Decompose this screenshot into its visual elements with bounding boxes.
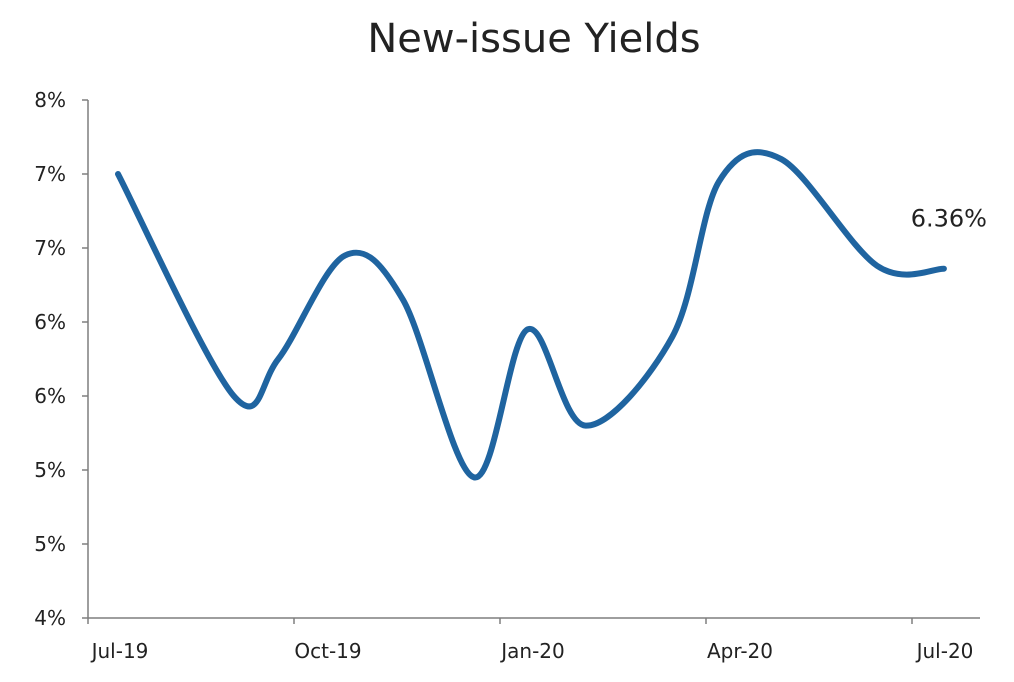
y-tick-label: 7% xyxy=(34,236,66,260)
x-tick-label: Jan-20 xyxy=(499,639,565,663)
y-tick-label: 5% xyxy=(34,458,66,482)
y-tick-label: 7% xyxy=(34,162,66,186)
x-tick-label: Jul-19 xyxy=(90,639,149,663)
plot-area: 6.36% xyxy=(115,149,987,481)
series-line xyxy=(115,149,947,481)
y-tick-label: 5% xyxy=(34,532,66,556)
data-label: 6.36% xyxy=(911,205,987,233)
x-tick-label: Apr-20 xyxy=(707,639,773,663)
y-tick-label: 6% xyxy=(34,384,66,408)
x-tick-label: Jul-20 xyxy=(915,639,974,663)
chart-title: New-issue Yields xyxy=(367,16,701,62)
y-tick-label: 6% xyxy=(34,310,66,334)
y-tick-label: 4% xyxy=(34,606,66,630)
axes: 4% 5% 5% 6% 6% 7% 7% 8% Jul-19 Oct-19 Jan-20 Apr-20… xyxy=(34,88,980,663)
y-tick-label: 8% xyxy=(34,88,66,112)
x-tick-label: Oct-19 xyxy=(294,639,361,663)
